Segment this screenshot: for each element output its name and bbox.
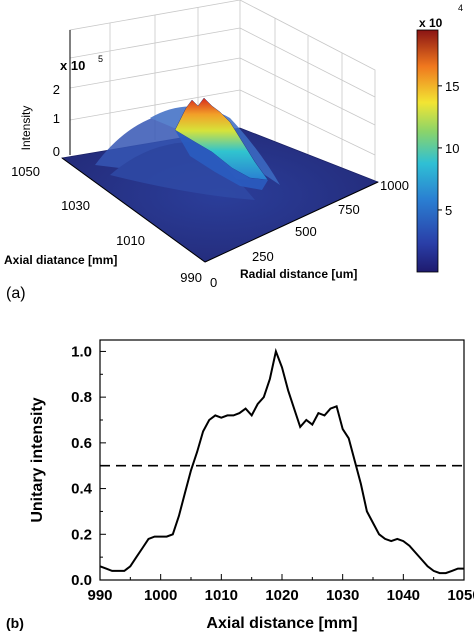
colorbar-ticks: 15 10 5 — [438, 79, 459, 218]
radial-tick-label: 250 — [252, 249, 274, 264]
radial-tick-label: 0 — [210, 275, 217, 290]
axial-tick-label: 1010 — [116, 233, 145, 248]
axial-tick-label: 1030 — [61, 198, 90, 213]
radial-tick-label: 1000 — [380, 178, 409, 193]
radial-tick-label: 500 — [295, 224, 317, 239]
colorbar-tick-label: 10 — [445, 141, 459, 156]
radial-axis-label: Radial distance [um] — [240, 267, 357, 281]
y-tick-label: 0.0 — [71, 572, 92, 589]
y-axis-label: Unitary intensity — [29, 397, 46, 522]
colorbar: x 10 4 15 10 5 — [416, 3, 463, 273]
panel-a-surface-plot: 2 1 0 x 10 5 Intensity 1050 1030 1010 99… — [4, 0, 463, 302]
surface-peak-shadow — [175, 130, 268, 190]
series-line — [99, 347, 464, 575]
x-tick-label: 990 — [87, 587, 112, 604]
z-exponent: 5 — [98, 54, 103, 64]
z-multiplier: x 10 — [60, 58, 85, 73]
y-tick-label: 0.4 — [71, 481, 93, 498]
panel-b-label: (b) — [6, 615, 24, 631]
z-tick-label: 1 — [53, 111, 60, 126]
radial-axis: 0 250 500 750 1000 Radial distance [um] — [210, 178, 409, 290]
z-tick-label: 2 — [53, 82, 60, 97]
panel-a-label: (a) — [6, 285, 26, 302]
colorbar-gradient — [416, 29, 439, 273]
panel-b-line-plot: 990 1000 1010 1020 1030 1040 1050 0.0 0.2 0.4 0.6… — [6, 339, 474, 632]
plot-frame — [99, 339, 465, 581]
colorbar-tick-label: 15 — [445, 79, 459, 94]
z-axis: 2 1 0 x 10 5 Intensity — [19, 30, 103, 159]
x-axis-ticks: 990 1000 1010 1020 1030 1040 1050 — [87, 574, 474, 604]
x-tick-label: 1010 — [205, 587, 238, 604]
x-tick-label: 1030 — [326, 587, 359, 604]
x-tick-label: 1000 — [144, 587, 177, 604]
x-tick-label: 1040 — [387, 587, 420, 604]
y-tick-label: 1.0 — [71, 343, 92, 360]
y-tick-label: 0.6 — [71, 435, 92, 452]
y-tick-label: 0.2 — [71, 526, 92, 543]
y-tick-label: 0.8 — [71, 389, 92, 406]
y-axis-ticks: 0.0 0.2 0.4 0.6 0.8 1.0 — [71, 343, 106, 589]
z-tick-label: 0 — [53, 144, 60, 159]
x-tick-label: 1050 — [447, 587, 474, 604]
z-axis-label: Intensity — [19, 106, 33, 151]
axial-axis-label: Axial diatance [mm] — [4, 253, 117, 267]
axial-tick-label: 990 — [180, 270, 202, 285]
axial-tick-label: 1050 — [11, 164, 40, 179]
x-axis-label: Axial distance [mm] — [206, 615, 357, 632]
axial-axis: 1050 1030 1010 990 Axial diatance [mm] — [4, 164, 202, 285]
x-tick-label: 1020 — [265, 587, 298, 604]
colorbar-tick-label: 5 — [445, 203, 452, 218]
radial-tick-label: 750 — [338, 202, 360, 217]
colorbar-exponent: 4 — [458, 3, 463, 13]
colorbar-multiplier: x 10 — [419, 16, 443, 30]
